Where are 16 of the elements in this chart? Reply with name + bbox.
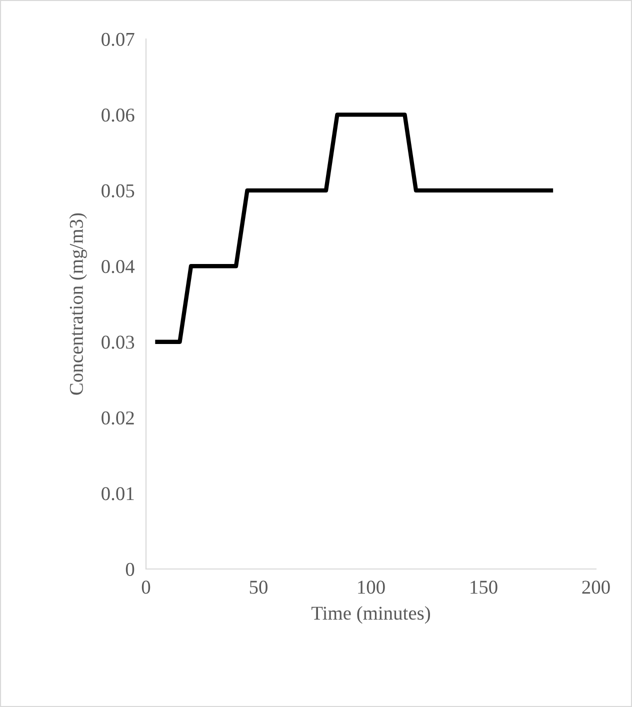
y-tick-label: 0.05 [102, 184, 134, 198]
y-tick-label: 0.02 [102, 411, 134, 425]
line-series [155, 112, 554, 344]
x-axis-title: Time (minutes) [311, 606, 430, 624]
x-tick-label: 150 [470, 580, 498, 594]
y-tick-label: 0 [126, 562, 134, 576]
x-tick-label: 100 [358, 580, 385, 594]
y-tick-label: 0.01 [102, 487, 134, 500]
y-tick-label: 0.03 [102, 336, 134, 349]
y-tick-label: 0.07 [102, 32, 134, 46]
x-tick-label: 200 [582, 580, 610, 594]
y-tick-label: 0.04 [102, 260, 135, 274]
y-tick-label: 0.06 [102, 108, 134, 122]
x-tick-label: 50 [250, 580, 268, 594]
y-axis-title: Concentration (mg/m3) [69, 213, 87, 395]
x-tick-label: 0 [142, 580, 150, 594]
